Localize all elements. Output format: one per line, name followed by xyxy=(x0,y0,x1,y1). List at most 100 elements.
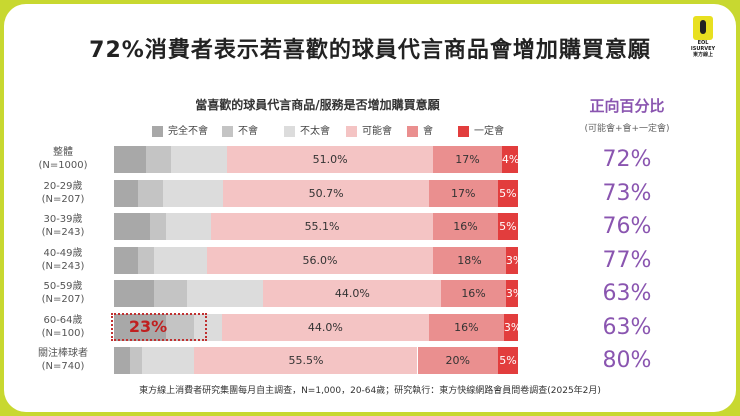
bar-segment xyxy=(114,246,139,274)
bar-segment xyxy=(433,146,502,173)
data-label: 50.7% xyxy=(308,186,344,200)
bar-segment xyxy=(497,213,518,240)
bar-segment xyxy=(130,347,143,374)
bar-segment xyxy=(433,246,506,274)
bar-segment xyxy=(114,280,155,307)
row-label-line: 關注棒球者 xyxy=(38,348,88,359)
data-label: 18% xyxy=(457,253,482,267)
positive-percentage: 80% xyxy=(602,348,652,373)
legend-swatch xyxy=(458,126,469,137)
positive-percentage: 73% xyxy=(602,180,652,206)
bar-segment xyxy=(505,280,518,307)
row-label-line: 40-49歲 xyxy=(43,247,83,259)
bar-segment xyxy=(186,280,264,307)
bar-segment xyxy=(501,146,518,173)
stacked-bar: 55.1% 16% 5% xyxy=(114,213,518,240)
bar-segment xyxy=(154,280,187,307)
data-label: 56.0% xyxy=(302,253,338,267)
bar-segment xyxy=(223,179,429,207)
legend-swatch xyxy=(152,126,163,137)
data-label: 55.5% xyxy=(288,354,324,367)
legend-label: 可能會 xyxy=(362,126,392,137)
legend-swatch xyxy=(284,126,295,137)
data-label: 5% xyxy=(499,220,517,233)
bar-segment xyxy=(170,146,228,173)
row-label-line: 整體 xyxy=(53,147,73,158)
data-label: 16% xyxy=(453,220,478,233)
bar-segment xyxy=(146,146,171,173)
row-label: 20-29歲 (N=207) xyxy=(28,180,98,206)
data-label: 20% xyxy=(445,354,470,367)
bar-segment xyxy=(114,347,131,374)
data-label: 3% xyxy=(505,287,524,300)
positive-percentage: 76% xyxy=(602,214,652,239)
bar-segment xyxy=(497,347,518,374)
bar-segment xyxy=(142,347,195,374)
row-label-line: 50-59歲 xyxy=(43,281,83,292)
bar-segment xyxy=(263,280,442,307)
legend-label: 會 xyxy=(423,126,433,137)
bar-segment xyxy=(162,179,224,207)
bar-segment xyxy=(165,313,194,341)
data-label: 3% xyxy=(505,253,524,267)
positive-header: 正向百分比 xyxy=(589,97,665,115)
data-label: 5% xyxy=(499,354,517,367)
logo-icon xyxy=(693,16,713,40)
data-label: 5% xyxy=(499,186,517,200)
stacked-bar: 51.0% 17% 4% xyxy=(114,146,520,173)
row-label: 關注棒球者 (N=740) xyxy=(28,347,98,373)
positive-subheader: (可能會+會+一定會) xyxy=(584,124,670,134)
row-label-line: 20-29歲 xyxy=(43,180,83,192)
logo-line1: EOL xyxy=(697,40,709,46)
data-label: 55.1% xyxy=(304,220,340,233)
stacked-bar: 44.0% 16% 3% xyxy=(114,280,524,307)
stacked-bar: 55.5% 20% 5% xyxy=(114,347,518,374)
legend-swatch xyxy=(346,126,357,137)
bar-segment xyxy=(166,213,211,240)
stacked-bar: 56.0% 18% 3% xyxy=(114,246,524,274)
page-title: 72%消費者表示若喜歡的球員代言商品會增加購買意願 xyxy=(89,38,651,63)
row-label-line: (N=1000) xyxy=(38,160,88,171)
positive-percentage: 77% xyxy=(602,247,652,273)
positive-percentage: 63% xyxy=(602,281,652,306)
positive-percentage: 63% xyxy=(602,314,652,340)
data-label: 17% xyxy=(451,186,476,200)
bar-segment xyxy=(114,313,166,341)
row-label-line: (N=243) xyxy=(41,260,85,272)
source-footnote: 東方線上消費者研究集團每月自主調查，N=1,000，20-64歲；研究執行：東方… xyxy=(139,386,601,396)
highlight-callout: 23% xyxy=(111,313,207,341)
bar-segment xyxy=(138,246,155,274)
bar-segment xyxy=(194,347,418,374)
row-label-line: (N=207) xyxy=(41,294,85,305)
bar-segment xyxy=(114,213,151,240)
logo-line3: 東方線上 xyxy=(692,52,713,58)
data-label: 16% xyxy=(461,287,486,300)
bar-segment xyxy=(114,146,147,173)
bar-segment xyxy=(154,246,207,274)
row-label-line: (N=100) xyxy=(41,327,85,339)
row-label: 60-64歲 (N=100) xyxy=(28,314,98,340)
row-label-line: (N=207) xyxy=(41,193,85,205)
row-label: 50-59歲 (N=207) xyxy=(28,280,98,306)
bar-segment xyxy=(193,313,223,341)
bar-segment xyxy=(150,213,167,240)
stacked-bar: 44.0% 16% 3% xyxy=(114,313,522,341)
bar-segment xyxy=(428,313,504,341)
row-label: 40-49歲 (N=243) xyxy=(28,247,98,273)
bar-segment xyxy=(428,179,498,207)
card-background xyxy=(4,4,736,412)
data-label: 3% xyxy=(503,320,522,334)
positive-percentage: 72% xyxy=(602,147,652,172)
stacked-bar: 50.7% 17% 5% xyxy=(114,179,518,207)
bar-segment xyxy=(497,179,518,207)
data-label: 17% xyxy=(455,153,480,166)
row-label-line: 30-39歲 xyxy=(43,214,83,225)
data-label: 4% xyxy=(501,153,520,166)
legend-label: 不會 xyxy=(238,126,258,137)
legend-label: 不太會 xyxy=(300,126,330,137)
bar-segment xyxy=(503,313,518,341)
row-label-line: (N=740) xyxy=(41,361,85,372)
data-label: 44.0% xyxy=(307,320,343,334)
row-label-line: 60-64歲 xyxy=(43,314,83,326)
data-label: 51.0% xyxy=(312,153,348,166)
